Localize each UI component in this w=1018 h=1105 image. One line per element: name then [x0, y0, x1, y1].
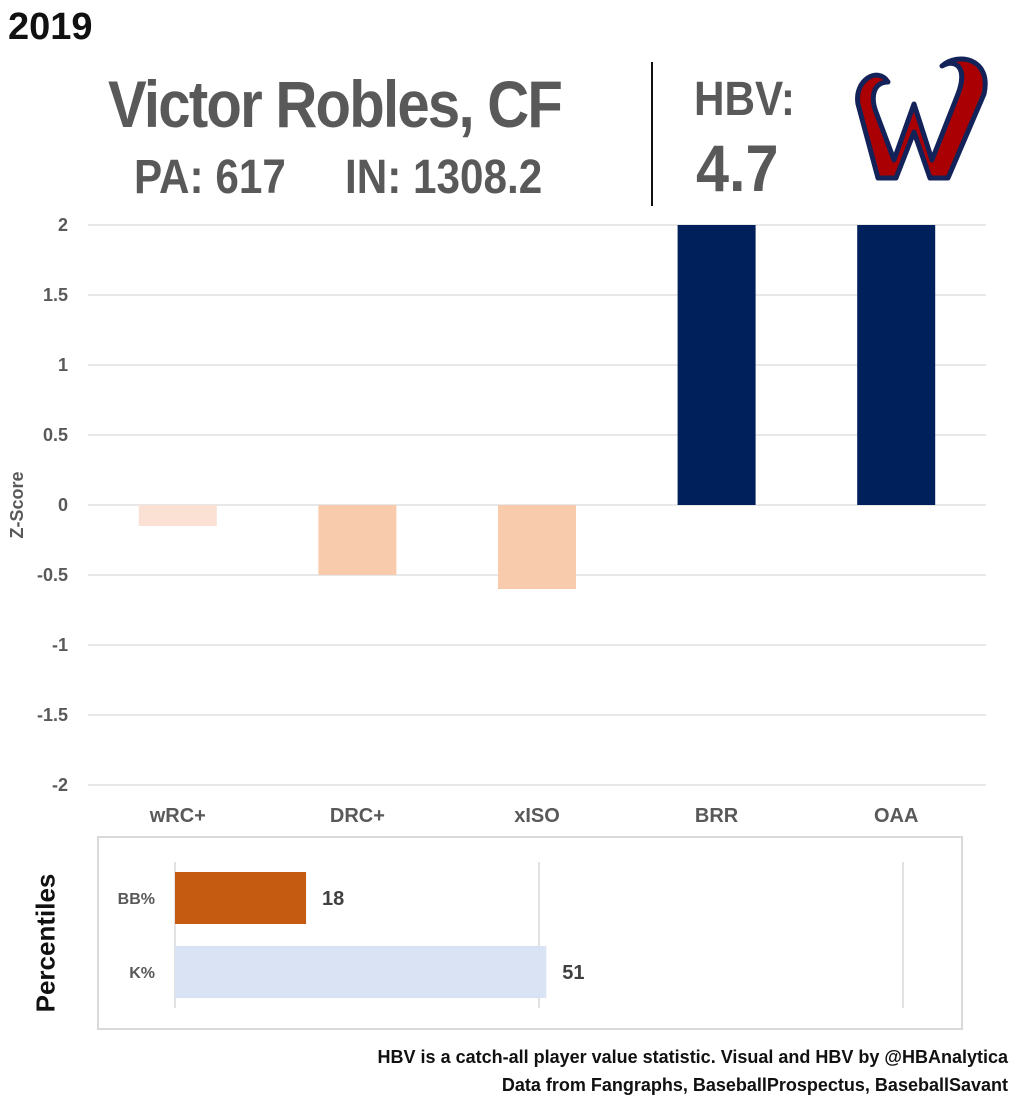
bar-wrc — [138, 505, 217, 526]
bar-oaa — [857, 225, 936, 505]
y-tick-label: -0.5 — [37, 565, 68, 585]
year-label: 2019 — [8, 6, 93, 48]
zscore-bar-chart: -2 -1.5 -1 -0.5 0 0.5 1 1.5 2 Z-Score wRC+ DRC+ xISO… — [7, 215, 986, 827]
plate-appearances: PA: 617 — [134, 151, 286, 204]
y-tick-label: 1.5 — [43, 285, 68, 305]
player-name: Victor Robles, CF — [108, 67, 563, 141]
x-tick-label: wRC+ — [149, 805, 206, 827]
percentiles-title: Percentiles — [30, 873, 61, 1013]
hbv-label: HBV: — [694, 73, 795, 126]
y-tick-label: 0.5 — [43, 425, 68, 445]
bar-xiso — [498, 505, 576, 589]
footer-sources: Data from Fangraphs, BaseballProspectus,… — [501, 1075, 1008, 1095]
percentiles-bar-chart: BB% 18 K% 51 — [118, 862, 904, 1008]
x-tick-label: DRC+ — [330, 805, 385, 827]
hbv-value: 4.7 — [696, 131, 779, 205]
y-tick-label: -2 — [52, 775, 68, 795]
bar-brr — [677, 225, 756, 505]
x-tick-label: OAA — [874, 805, 918, 827]
x-tick-label: xISO — [514, 805, 560, 827]
header-divider — [651, 62, 653, 206]
nationals-w-logo-icon — [855, 56, 988, 181]
footer-note: HBV is a catch-all player value statisti… — [377, 1047, 1008, 1067]
y-tick-label: 0 — [58, 495, 68, 515]
y-tick-label: BB% — [118, 891, 155, 908]
percentiles-panel: BB% 18 K% 51 — [97, 836, 963, 1030]
data-label: 51 — [562, 962, 584, 984]
bar-drc — [318, 505, 397, 575]
y-tick-label: -1 — [52, 635, 68, 655]
y-tick-label: 1 — [58, 355, 68, 375]
bar-bb — [175, 872, 307, 924]
x-tick-label: BRR — [695, 805, 739, 827]
y-tick-label: 2 — [58, 215, 68, 235]
y-axis-label: Z-Score — [7, 471, 27, 538]
data-label: 18 — [322, 888, 344, 910]
y-tick-label: -1.5 — [37, 705, 68, 725]
innings: IN: 1308.2 — [345, 151, 543, 204]
bar-k — [175, 946, 547, 998]
y-tick-label: K% — [129, 965, 155, 982]
